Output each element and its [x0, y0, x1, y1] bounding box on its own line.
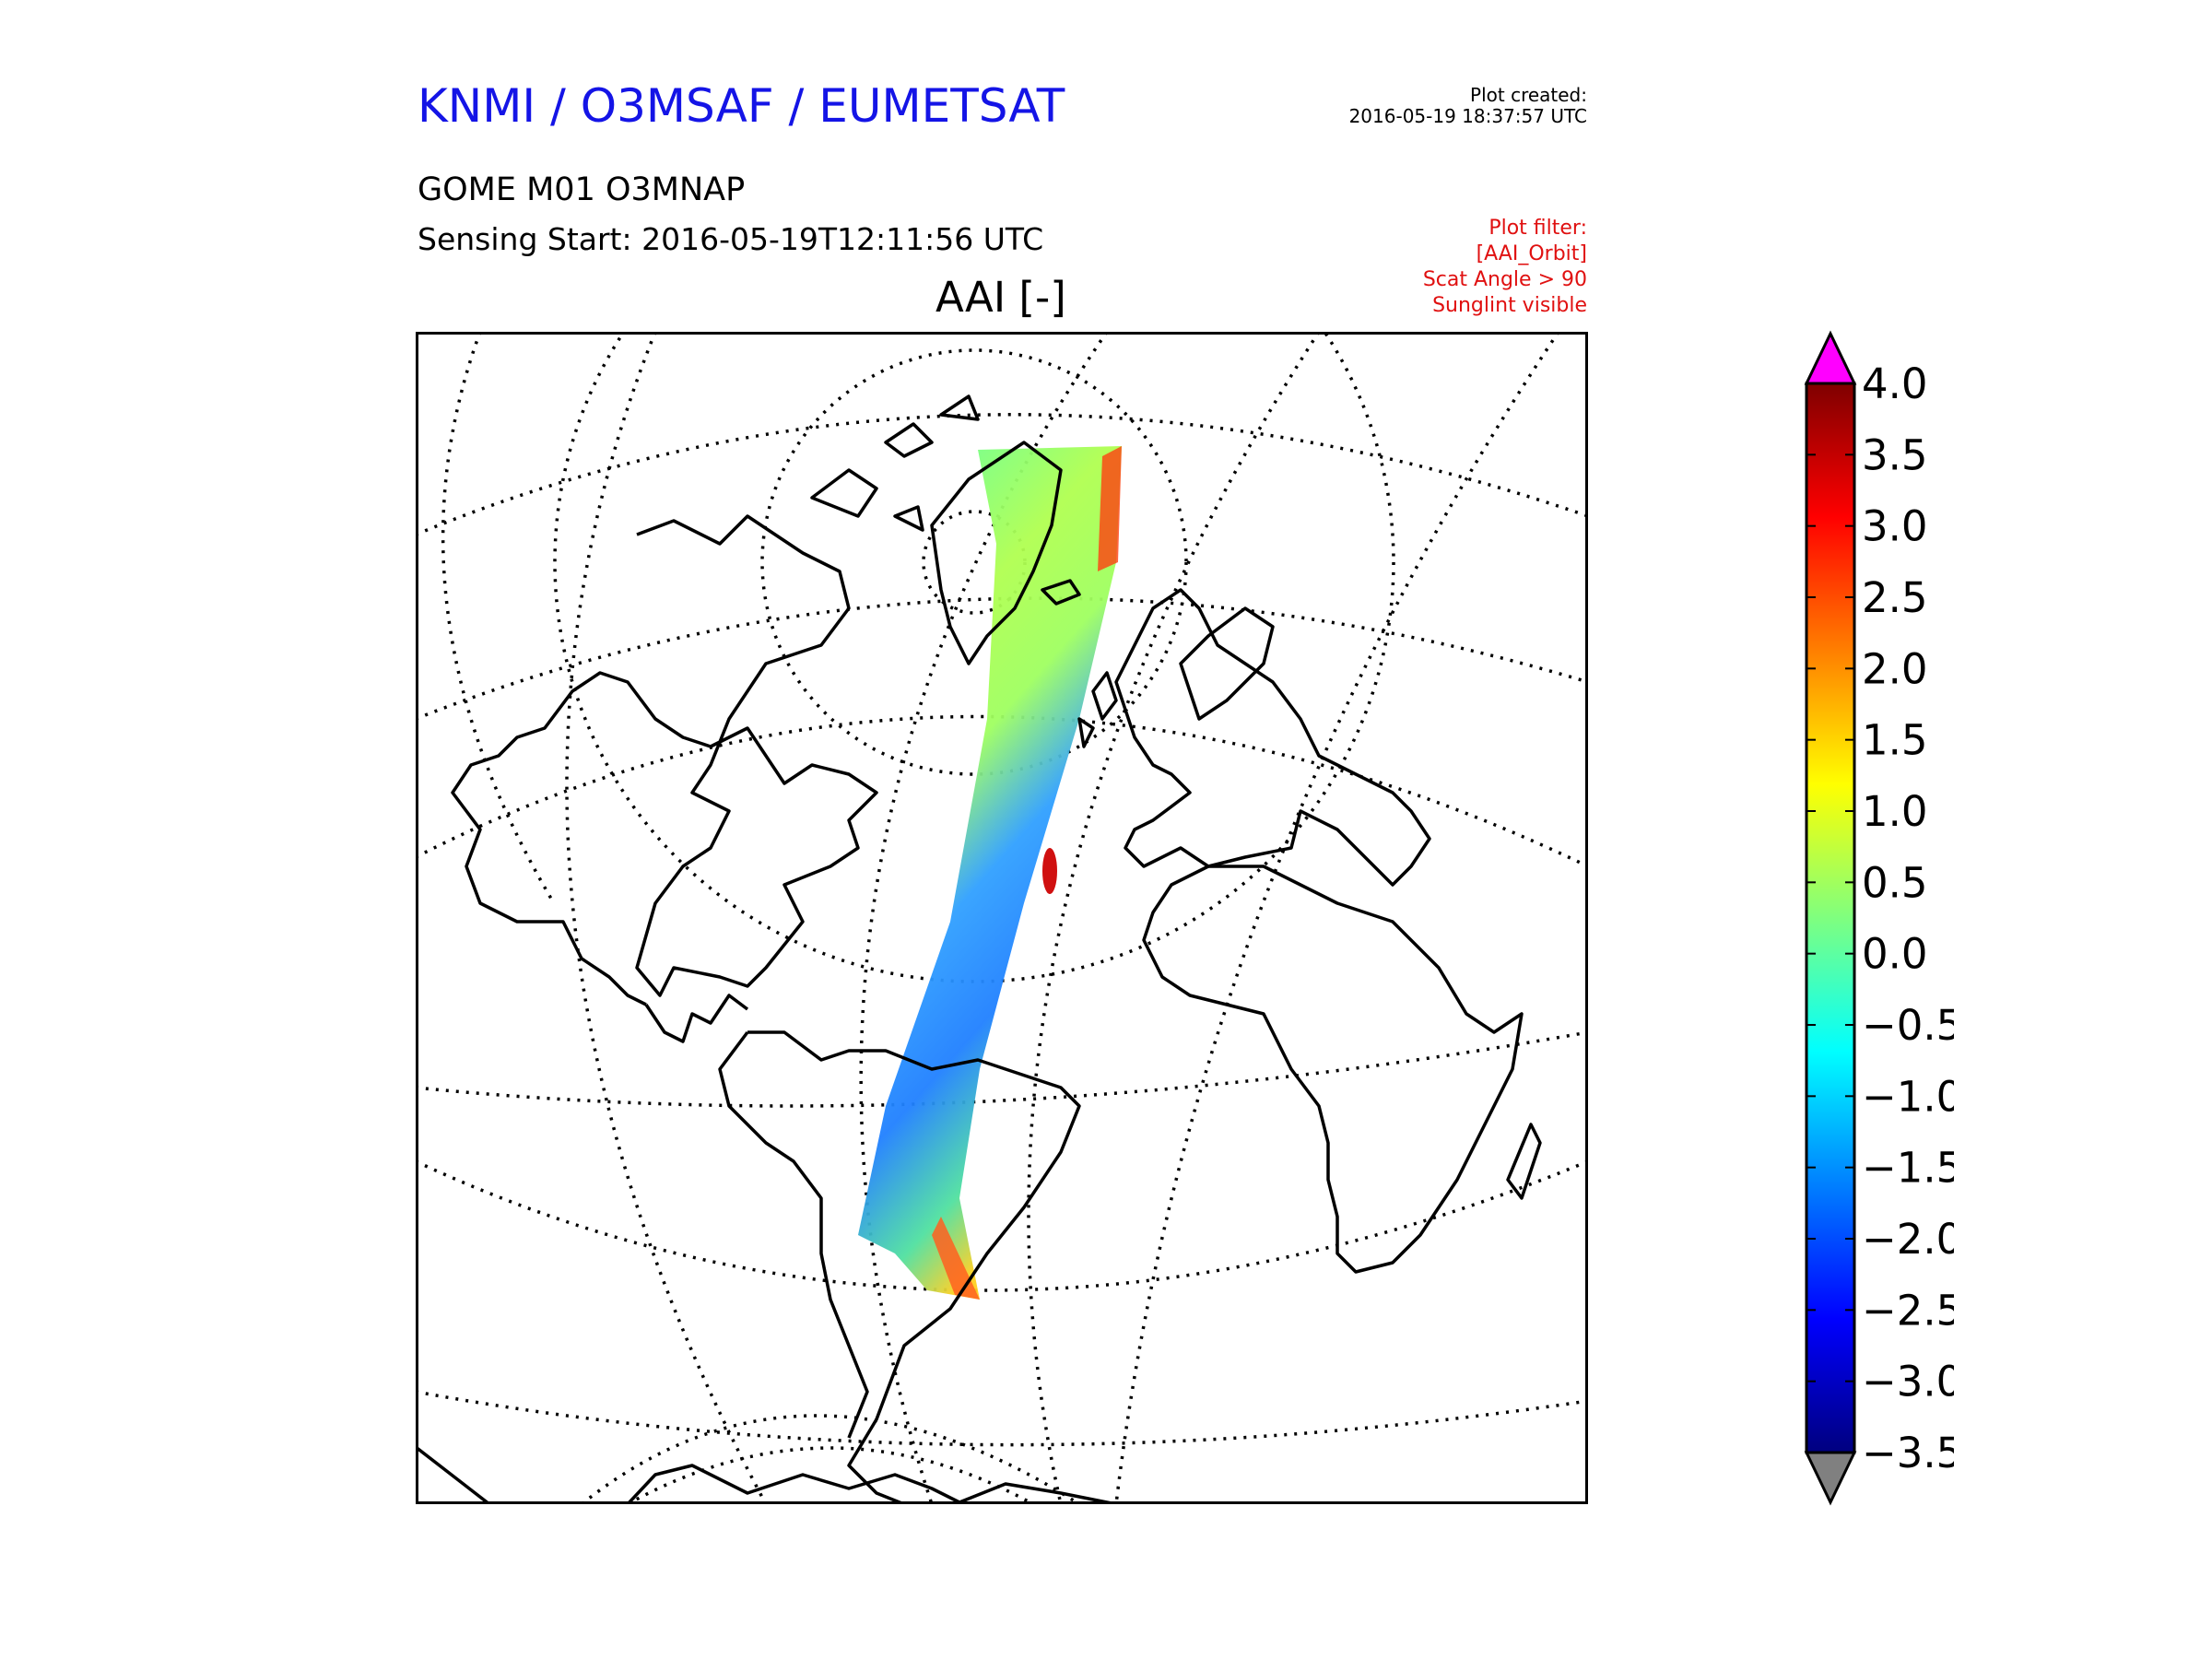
- colorbar-tick-label: 2.0: [1862, 644, 1928, 693]
- colorbar: 4.0 3.5 3.0 2.5 2.0 1.5 1.0 0.5 0.0 −0.5 −1.0 −1.5 −…: [1804, 330, 1954, 1506]
- coast-british-isles: [1077, 671, 1118, 748]
- coast-madagascar: [1506, 1123, 1542, 1200]
- coast-africa: [1142, 865, 1524, 1274]
- coast-iceland: [1041, 579, 1081, 606]
- colorbar-under-extension: [1804, 1451, 1857, 1506]
- colorbar-ticks: 4.0 3.5 3.0 2.5 2.0 1.5 1.0 0.5 0.0 −0.5 −1.0 −1.5 −…: [1806, 359, 1954, 1477]
- variable-title: AAI [-]: [935, 273, 1066, 322]
- coast-antarctica: [416, 1445, 1117, 1504]
- coastlines: [416, 394, 1542, 1504]
- coast-arctic-islands: [810, 394, 980, 532]
- colorbar-tick-label: −1.5: [1862, 1144, 1954, 1193]
- org-title: KNMI / O3MSAF / EUMETSAT: [418, 79, 1065, 133]
- colorbar-tick-label: −0.5: [1862, 1001, 1954, 1050]
- plot-filter: Plot filter: [AAI_Orbit] Scat Angle > 90…: [1423, 216, 1587, 319]
- colorbar-tick-label: −2.0: [1862, 1215, 1954, 1264]
- colorbar-tick-label: 0.0: [1862, 930, 1928, 979]
- colorbar-gradient: [1805, 382, 1856, 1454]
- satellite-swath: [858, 446, 1122, 1300]
- colorbar-tick-label: 3.5: [1862, 430, 1928, 479]
- sensing-start: Sensing Start: 2016-05-19T12:11:56 UTC: [418, 221, 1044, 257]
- colorbar-tick-label: 3.0: [1862, 502, 1928, 551]
- colorbar-tick-label: 1.0: [1862, 787, 1928, 836]
- swath-aerosol-hotspot: [1098, 446, 1122, 571]
- colorbar-tick-label: −3.5: [1862, 1429, 1954, 1477]
- map-panel: [416, 332, 1588, 1504]
- filter-line: Plot filter:: [1488, 217, 1587, 240]
- swath-aerosol-spot: [1042, 848, 1057, 894]
- plot-created-label: Plot created:: [1470, 84, 1587, 106]
- colorbar-tick-label: −1.0: [1862, 1072, 1954, 1121]
- colorbar-tick-label: 2.5: [1862, 573, 1928, 622]
- product-name: GOME M01 O3MNAP: [418, 171, 746, 208]
- coast-south-america: [718, 1030, 1081, 1504]
- colorbar-tick-label: 0.5: [1862, 858, 1928, 907]
- filter-line: Sunglint visible: [1432, 294, 1587, 317]
- swath-southern-edge: [932, 1217, 980, 1300]
- coast-north-america: [451, 514, 878, 1006]
- plot-created-time: 2016-05-19 18:37:57 UTC: [1348, 105, 1587, 127]
- colorbar-over-extension: [1804, 330, 1857, 385]
- colorbar-tick-label: 4.0: [1862, 359, 1928, 408]
- colorbar-tick-label: −3.0: [1862, 1358, 1954, 1406]
- filter-line: Scat Angle > 90: [1422, 268, 1587, 291]
- colorbar-tick-label: 1.5: [1862, 716, 1928, 765]
- coast-europe: [1114, 588, 1431, 887]
- filter-line: [AAI_Orbit]: [1476, 242, 1587, 265]
- coast-central-america: [644, 994, 749, 1043]
- coast-scandinavia: [1179, 606, 1275, 721]
- map-frame: [416, 332, 1588, 1504]
- colorbar-tick-label: −2.5: [1862, 1286, 1954, 1335]
- coast-greenland: [930, 441, 1063, 665]
- graticule: [416, 332, 1588, 1504]
